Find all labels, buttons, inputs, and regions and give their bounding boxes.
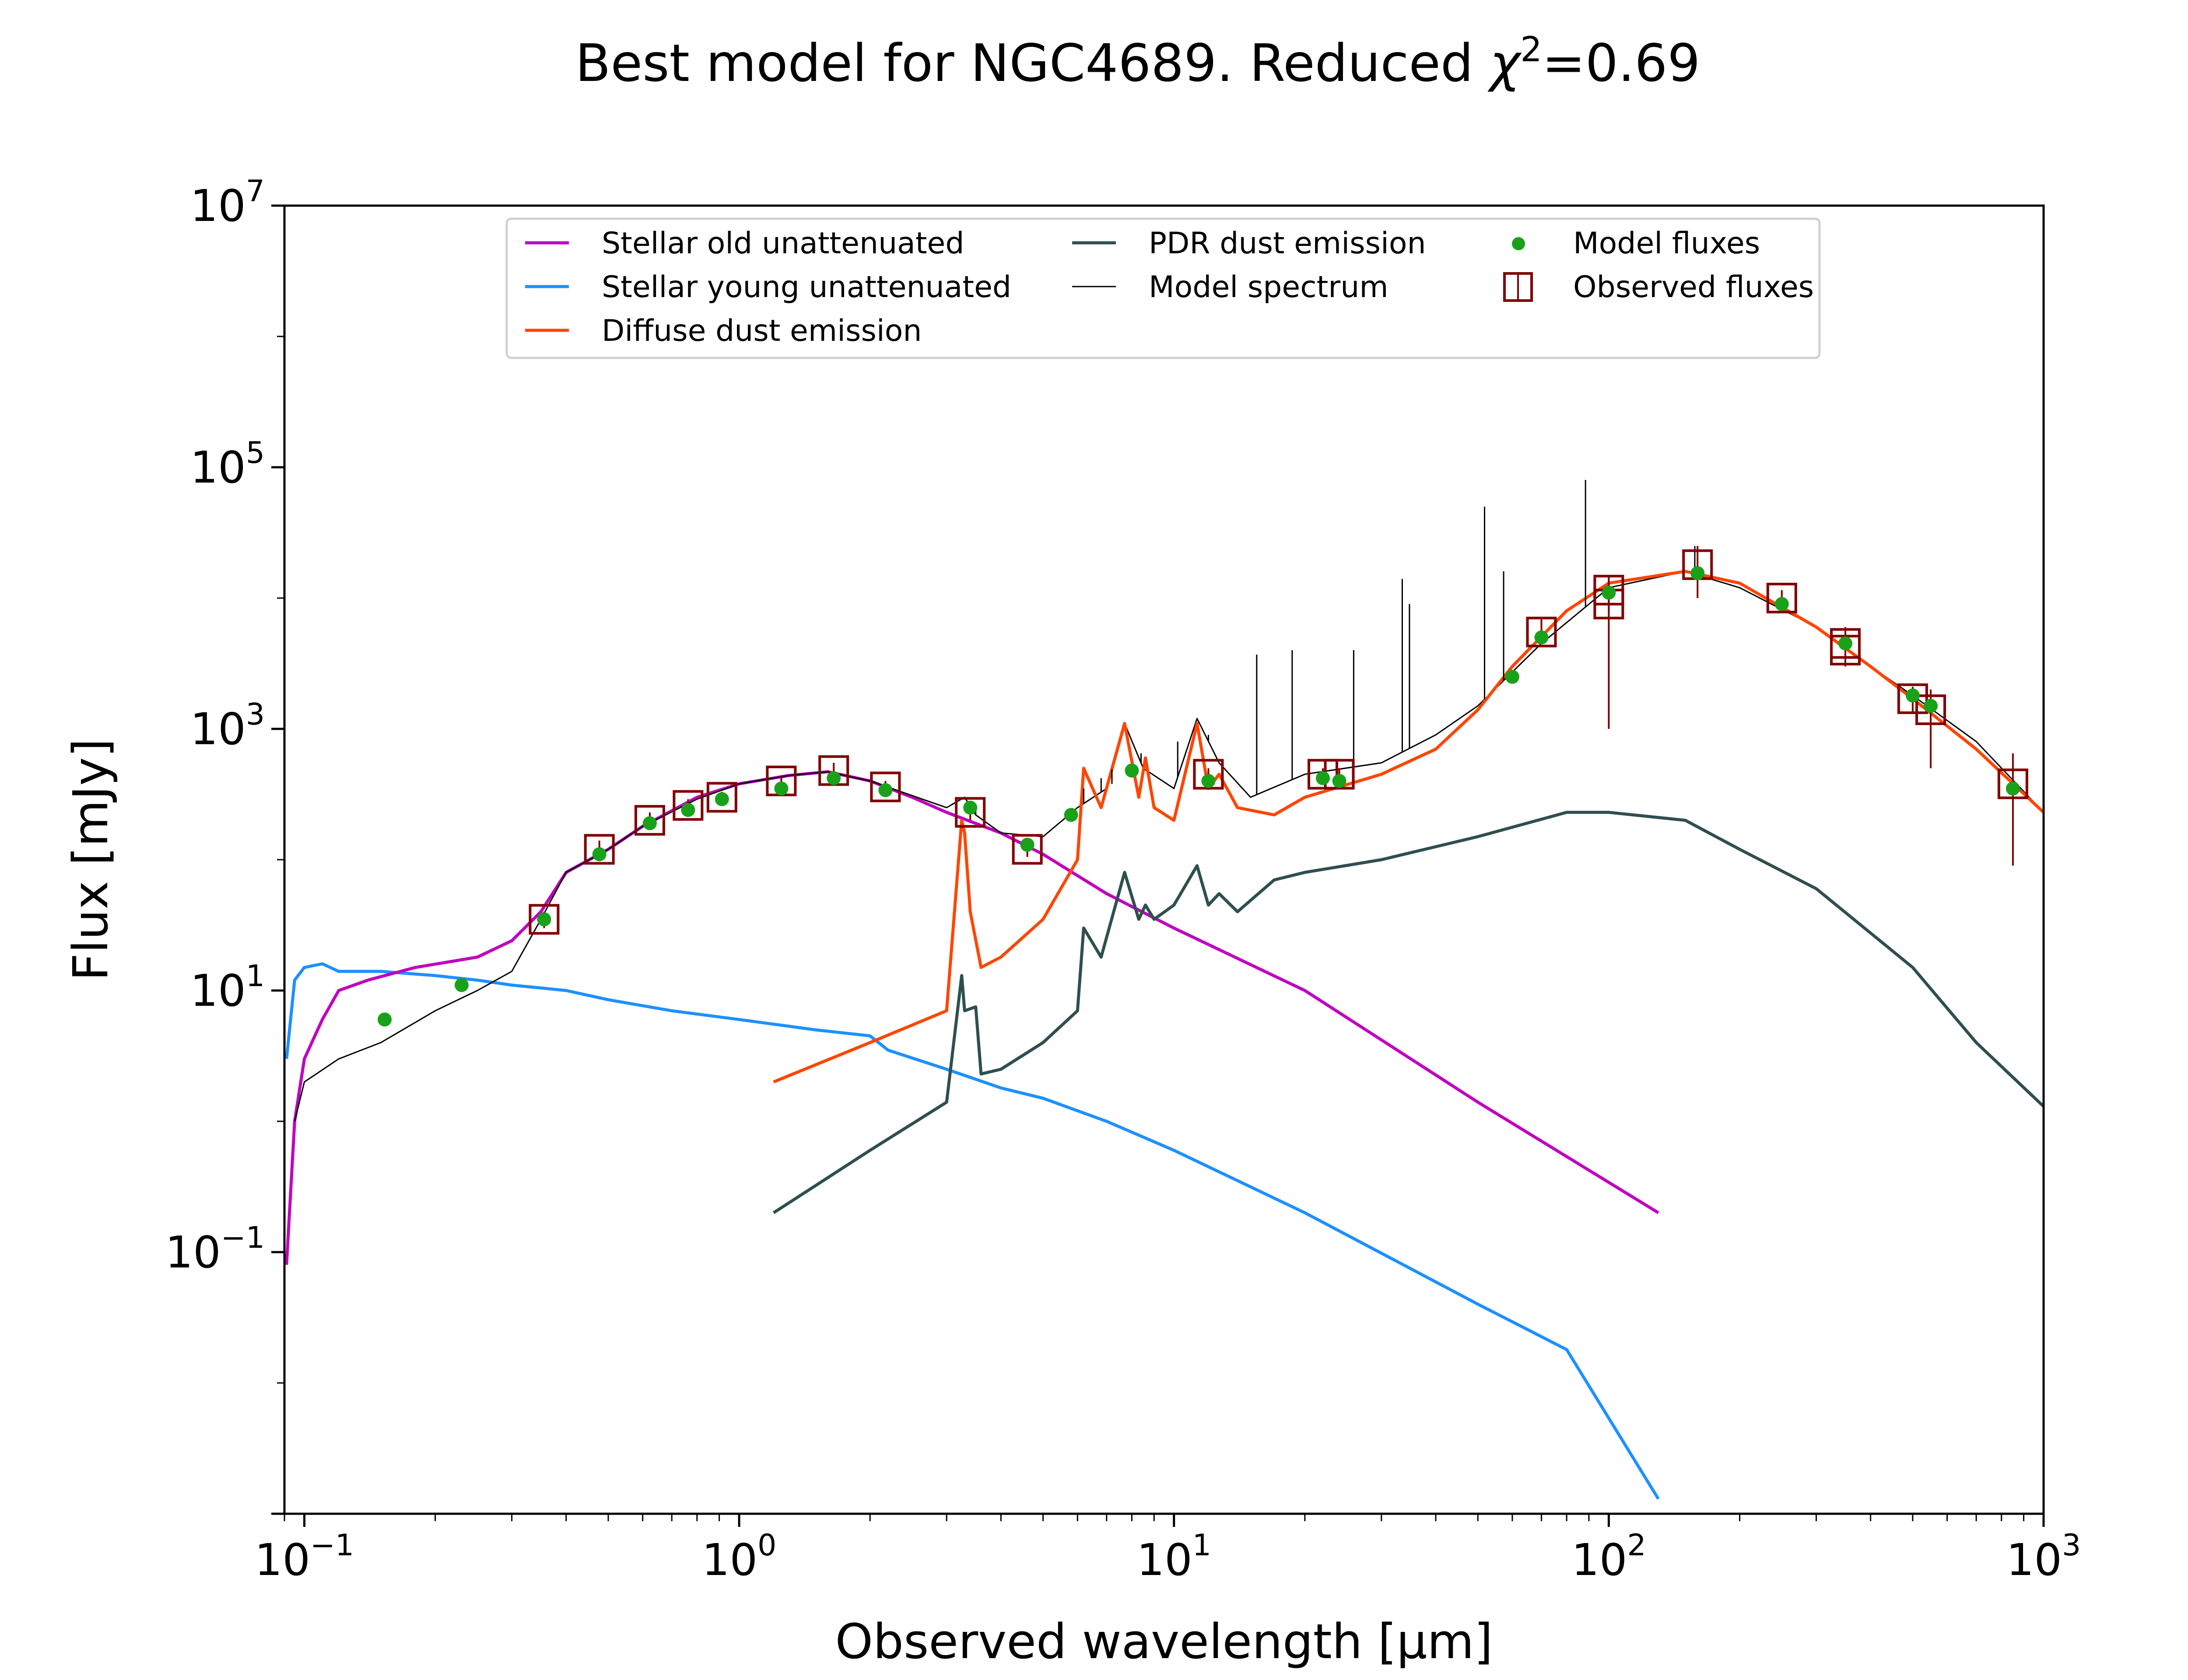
model-flux-point — [1505, 670, 1519, 684]
legend-item: PDR dust emission — [1072, 226, 1426, 261]
legend-frame — [505, 217, 1821, 359]
title-exponent: 2 — [1520, 30, 1542, 70]
observed-flux-marker — [1766, 583, 1797, 613]
observed-flux-marker — [1193, 759, 1224, 790]
model-flux-point — [454, 978, 469, 992]
legend-label: Model fluxes — [1573, 226, 1760, 261]
model-flux-point — [2006, 781, 2020, 796]
legend-label: Observed fluxes — [1573, 270, 1814, 304]
model-flux-point — [1838, 636, 1852, 651]
legend-label: Diffuse dust emission — [602, 314, 922, 348]
observed-flux-marker — [1526, 616, 1557, 648]
x-tick-label: 101 — [1136, 1528, 1211, 1586]
model-flux-point — [715, 792, 729, 806]
observed-flux-marker — [584, 834, 615, 865]
y-tick-label: 103 — [190, 697, 265, 755]
ticks-layer: 10−1 100 101 102 103 10−1 101 103 105 107 — [165, 174, 2081, 1586]
x-tick-label: 103 — [2006, 1528, 2081, 1586]
series-stellar-old-unattenuated — [285, 770, 1659, 1265]
model-flux-point — [878, 783, 893, 798]
model-flux-point — [774, 781, 789, 796]
model-flux-point — [1602, 585, 1616, 600]
observed-flux-marker — [1830, 634, 1861, 665]
model-flux-point — [642, 816, 657, 830]
observed-flux-marker — [1997, 768, 2028, 799]
y-tick-label: 105 — [190, 436, 265, 493]
x-tick-label: 10−1 — [255, 1528, 354, 1586]
y-tick-label: 107 — [190, 174, 265, 231]
legend-item: Stellar old unattenuated — [525, 226, 964, 261]
model-flux-point — [1020, 837, 1034, 852]
x-axis-label: Observed wavelength [μm] — [835, 1614, 1493, 1670]
legend-item: Observed fluxes — [1503, 270, 1814, 304]
observed-flux-marker — [673, 790, 704, 821]
model-flux-point — [1315, 771, 1330, 785]
observed-flux-marker — [634, 805, 665, 836]
legend-label: Model spectrum — [1149, 270, 1389, 304]
title-chi: χ — [1487, 33, 1522, 93]
legend: Stellar old unattenuated Stellar young un… — [505, 217, 1821, 359]
model-flux-point — [1201, 774, 1216, 788]
model-flux-point — [592, 847, 607, 861]
legend-item: Stellar young unattenuated — [525, 270, 1011, 304]
model-flux-point — [1125, 763, 1139, 778]
title-suffix: =0.69 — [1542, 33, 1701, 93]
observed-flux-marker — [955, 797, 986, 828]
model-flux-point — [681, 803, 695, 817]
model-flux-point — [537, 912, 551, 927]
model-flux-point — [1064, 808, 1078, 822]
series-stellar-young-unattenuated — [285, 962, 1660, 1500]
observed-flux-marker — [706, 782, 737, 813]
x-tick-label: 100 — [702, 1528, 777, 1586]
observed-flux-marker — [1593, 574, 1624, 606]
x-tick-label: 102 — [1571, 1528, 1646, 1586]
legend-item: Diffuse dust emission — [525, 314, 922, 348]
y-axis-label: Flux [mJy] — [63, 738, 119, 981]
model-flux-point — [1924, 699, 1938, 713]
legend-item: Model spectrum — [1072, 270, 1389, 304]
legend-label: PDR dust emission — [1149, 226, 1426, 261]
model-flux-point — [963, 801, 978, 815]
observed-flux-marker — [529, 904, 560, 935]
observed-flux-marker — [1012, 834, 1043, 865]
model-flux-point — [1534, 630, 1549, 645]
model-flux-point — [1774, 597, 1789, 611]
series-pdr-dust-emission — [772, 811, 2044, 1214]
legend-label: Stellar young unattenuated — [602, 270, 1011, 304]
title-prefix: Best model for NGC4689. Reduced — [575, 33, 1490, 93]
points-layer — [377, 546, 2028, 1027]
observed-flux-marker — [1897, 683, 1928, 714]
model-flux-point — [1690, 566, 1705, 581]
model-flux-point — [1905, 688, 1920, 703]
model-flux-point — [1332, 774, 1346, 788]
y-tick-label: 10−1 — [165, 1221, 265, 1278]
observed-flux-marker — [870, 771, 901, 802]
y-tick-label: 101 — [190, 959, 265, 1016]
observed-flux-marker — [1915, 694, 1946, 725]
legend-swatch — [1512, 237, 1525, 250]
legend-label: Stellar old unattenuated — [602, 226, 964, 261]
legend-item: Model fluxes — [1512, 226, 1760, 261]
observed-flux-marker — [1307, 759, 1338, 790]
model-flux-point — [377, 1012, 392, 1027]
chart-title: Best model for NGC4689. Reduced χ2=0.69 — [575, 30, 1701, 93]
model-flux-point — [827, 771, 841, 785]
